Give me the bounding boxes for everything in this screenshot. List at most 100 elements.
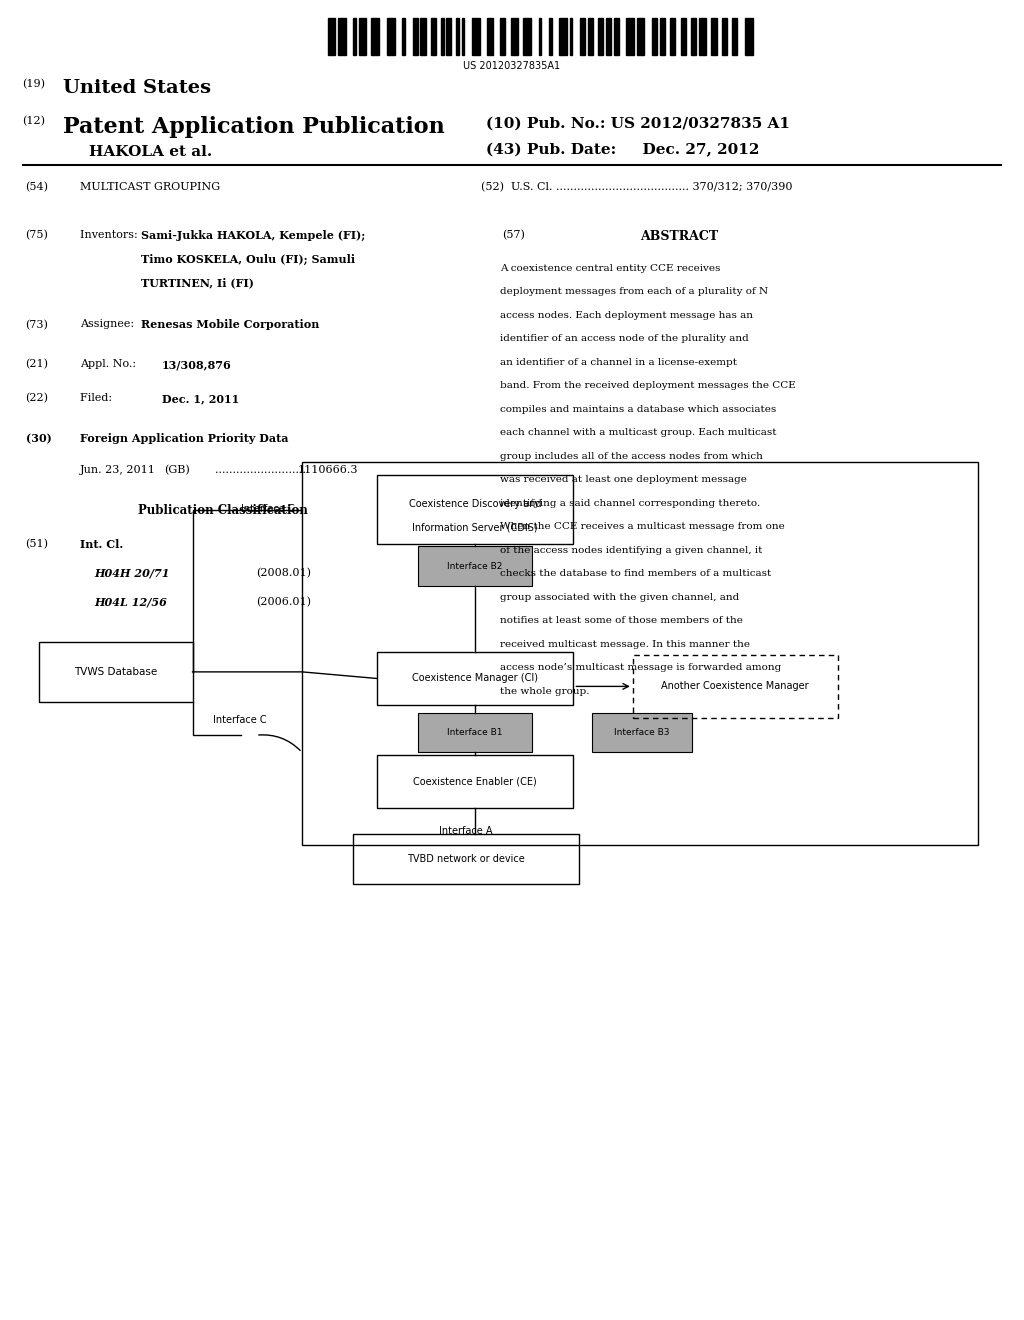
Text: the whole group.: the whole group. [500,686,589,696]
Text: Another Coexistence Manager: Another Coexistence Manager [662,681,809,692]
Bar [588,18,593,55]
Bar [569,18,572,55]
Text: 13/308,876: 13/308,876 [162,359,231,370]
Text: Information Server (CDIS): Information Server (CDIS) [413,523,538,533]
Bar [441,18,443,55]
Bar [402,18,404,55]
Text: identifier of an access node of the plurality and: identifier of an access node of the plur… [500,334,749,343]
Bar [523,18,531,55]
Text: (10) Pub. No.: US 2012/0327835 A1: (10) Pub. No.: US 2012/0327835 A1 [486,116,791,131]
Text: Coexistence Manager (CI): Coexistence Manager (CI) [412,673,539,684]
Bar [358,18,367,55]
Text: United States: United States [63,79,212,98]
Text: Filed:: Filed: [80,393,126,404]
Text: Interface B2: Interface B2 [447,562,503,570]
Text: (12): (12) [23,116,45,127]
Bar [698,18,707,55]
Text: Interface B3: Interface B3 [614,729,670,737]
Text: Interface C: Interface C [213,715,266,726]
Text: (GB): (GB) [164,465,189,475]
Text: (73): (73) [26,319,48,330]
Text: TURTINEN, Ii (FI): TURTINEN, Ii (FI) [141,277,254,288]
Bar [413,18,418,55]
Text: Coexistence Discovery and: Coexistence Discovery and [409,499,542,510]
Text: (2006.01): (2006.01) [256,597,311,607]
Bar [501,18,506,55]
Text: US 20120327835A1: US 20120327835A1 [464,61,560,71]
Text: (30): (30) [26,433,51,444]
Text: band. From the received deployment messages the CCE: band. From the received deployment messa… [500,381,796,391]
Bar [539,18,542,55]
Bar [659,18,665,55]
Bar [670,18,676,55]
FancyBboxPatch shape [418,713,532,752]
Text: notifies at least some of those members of the: notifies at least some of those members … [500,616,742,626]
Text: received multicast message. In this manner the: received multicast message. In this mann… [500,640,750,649]
Text: each channel with a multicast group. Each multicast: each channel with a multicast group. Eac… [500,429,776,437]
Text: group includes all of the access nodes from which: group includes all of the access nodes f… [500,451,763,461]
FancyBboxPatch shape [592,713,692,752]
Text: (54): (54) [26,182,48,193]
Text: Int. Cl.: Int. Cl. [80,539,123,549]
Text: When the CCE receives a multicast message from one: When the CCE receives a multicast messag… [500,523,784,532]
Bar [353,18,356,55]
Bar [511,18,518,55]
Bar [606,18,611,55]
Text: Dec. 1, 2011: Dec. 1, 2011 [162,393,239,404]
Text: (51): (51) [26,539,48,549]
Bar [457,18,459,55]
Text: Interface A: Interface A [439,826,493,837]
Text: Timo KOSKELA, Oulu (FI); Samuli: Timo KOSKELA, Oulu (FI); Samuli [141,253,355,264]
Bar [637,18,644,55]
Text: Jun. 23, 2011: Jun. 23, 2011 [80,465,156,475]
Text: H04L 12/56: H04L 12/56 [94,597,167,607]
Text: Sami-Jukka HAKOLA, Kempele (FI);: Sami-Jukka HAKOLA, Kempele (FI); [141,230,366,240]
Text: (21): (21) [26,359,48,370]
Text: an identifier of a channel in a license-exempt: an identifier of a channel in a license-… [500,358,736,367]
Text: TVBD network or device: TVBD network or device [408,854,524,865]
Text: access node’s multicast message is forwarded among: access node’s multicast message is forwa… [500,664,781,672]
Text: HAKOLA et al.: HAKOLA et al. [89,145,212,160]
Text: (2008.01): (2008.01) [256,568,311,578]
Bar [712,18,717,55]
Bar [549,18,552,55]
Bar [598,18,603,55]
Text: (57): (57) [502,230,524,240]
Text: group associated with the given channel, and: group associated with the given channel,… [500,593,739,602]
Text: (22): (22) [26,393,48,404]
Text: Patent Application Publication: Patent Application Publication [63,116,445,139]
Text: (43) Pub. Date:     Dec. 27, 2012: (43) Pub. Date: Dec. 27, 2012 [486,143,760,157]
Bar [681,18,686,55]
Text: Publication Classification: Publication Classification [138,504,308,517]
Text: Renesas Mobile Corporation: Renesas Mobile Corporation [141,319,319,330]
Text: ABSTRACT: ABSTRACT [640,230,718,243]
Bar [387,18,394,55]
Text: (19): (19) [23,79,45,90]
Bar [421,18,426,55]
Bar [627,18,634,55]
Text: 1110666.3: 1110666.3 [298,465,358,475]
Text: H04H 20/71: H04H 20/71 [94,568,170,578]
Bar [652,18,657,55]
Text: was received at least one deployment message: was received at least one deployment mes… [500,475,746,484]
Text: (75): (75) [26,230,48,240]
Bar [613,18,618,55]
Text: (52)  U.S. Cl. ...................................... 370/312; 370/390: (52) U.S. Cl. ..........................… [481,182,793,193]
Text: deployment messages from each of a plurality of N: deployment messages from each of a plura… [500,288,768,297]
Bar [487,18,493,55]
Bar [372,18,379,55]
Bar [462,18,464,55]
Text: Coexistence Enabler (CE): Coexistence Enabler (CE) [414,776,537,787]
Text: MULTICAST GROUPING: MULTICAST GROUPING [80,182,220,193]
Text: access nodes. Each deployment message has an: access nodes. Each deployment message ha… [500,312,753,319]
Bar [691,18,696,55]
Text: Foreign Application Priority Data: Foreign Application Priority Data [80,433,289,444]
FancyBboxPatch shape [418,546,532,586]
Text: Inventors:: Inventors: [80,230,144,240]
Text: TVWS Database: TVWS Database [74,667,158,677]
Text: identifying a said channel corresponding thereto.: identifying a said channel corresponding… [500,499,760,508]
Text: compiles and maintains a database which associates: compiles and maintains a database which … [500,405,776,414]
Text: Assignee:: Assignee: [80,319,141,330]
Text: of the access nodes identifying a given channel, it: of the access nodes identifying a given … [500,546,762,554]
Text: Appl. No.:: Appl. No.: [80,359,143,370]
